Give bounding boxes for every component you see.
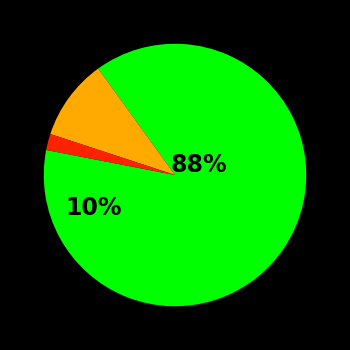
Text: 88%: 88% xyxy=(170,153,227,176)
Wedge shape xyxy=(50,69,175,175)
Wedge shape xyxy=(46,134,175,175)
Text: 10%: 10% xyxy=(65,196,122,220)
Wedge shape xyxy=(44,44,306,306)
